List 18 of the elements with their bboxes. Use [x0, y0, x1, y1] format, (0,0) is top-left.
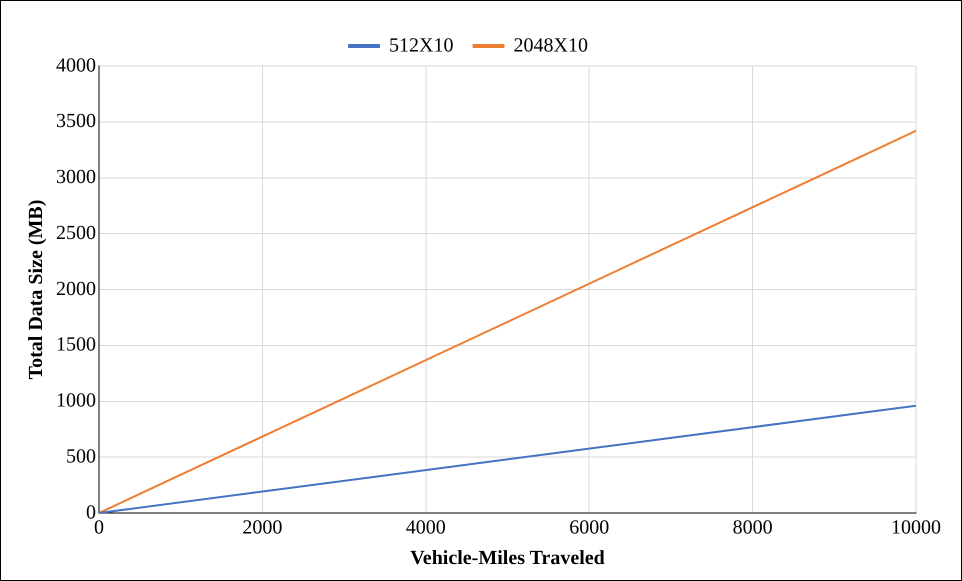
- x-tick-label: 2000: [242, 516, 282, 538]
- y-tick-label: 4000: [56, 54, 96, 76]
- x-tick-label: 8000: [732, 516, 773, 538]
- y-tick-label: 3000: [56, 166, 96, 188]
- y-tick-label: 1000: [56, 390, 96, 412]
- y-tick-label: 2000: [56, 278, 96, 300]
- y-tick-label: 2500: [56, 222, 96, 244]
- x-tick-label: 10000: [891, 516, 941, 538]
- y-tick-label: 0: [86, 501, 96, 524]
- legend-label: 512X10: [389, 34, 454, 56]
- legend-label: 2048X10: [514, 34, 588, 56]
- x-tick-label: 6000: [569, 516, 610, 538]
- y-tick-label: 3500: [56, 110, 96, 132]
- y-axis-title: Total Data Size (MB): [25, 200, 48, 380]
- x-tick-label: 4000: [406, 516, 446, 538]
- y-tick-label: 500: [66, 445, 96, 468]
- y-tick-label: 1500: [56, 334, 96, 356]
- x-axis-title: Vehicle-Miles Traveled: [410, 547, 605, 570]
